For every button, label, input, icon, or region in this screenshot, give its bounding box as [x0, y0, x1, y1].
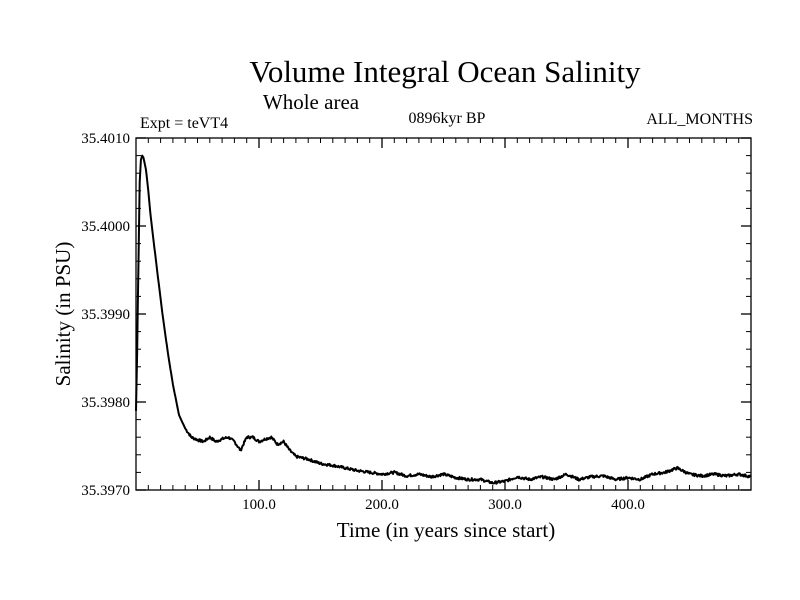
y-tick-label: 35.3980 — [81, 395, 130, 411]
chart-subtitle: Whole area — [263, 90, 360, 114]
x-tick-label: 200.0 — [365, 497, 399, 513]
y-tick-label: 35.4000 — [81, 219, 130, 235]
months-label: ALL_MONTHS — [646, 111, 753, 128]
y-tick-label: 35.3990 — [81, 307, 130, 323]
x-axis-label: Time (in years since start) — [337, 518, 556, 542]
y-tick-label: 35.4010 — [81, 131, 130, 147]
experiment-label: Expt = teVT4 — [140, 115, 228, 132]
period-label: 0896kyr BP — [409, 110, 486, 127]
y-tick-labels: 35.3970 35.3980 35.3990 35.4000 35.4010 — [81, 131, 130, 499]
major-ticks — [136, 137, 751, 491]
x-tick-label: 400.0 — [611, 497, 645, 513]
chart-title: Volume Integral Ocean Salinity — [249, 54, 641, 89]
y-axis-label: Salinity (in PSU) — [51, 242, 75, 387]
y-tick-label: 35.3970 — [81, 483, 130, 499]
x-tick-labels: 100.0 200.0 300.0 400.0 — [242, 497, 645, 513]
x-tick-label: 300.0 — [488, 497, 522, 513]
x-tick-label: 100.0 — [242, 497, 276, 513]
salinity-series-line — [135, 154, 752, 485]
